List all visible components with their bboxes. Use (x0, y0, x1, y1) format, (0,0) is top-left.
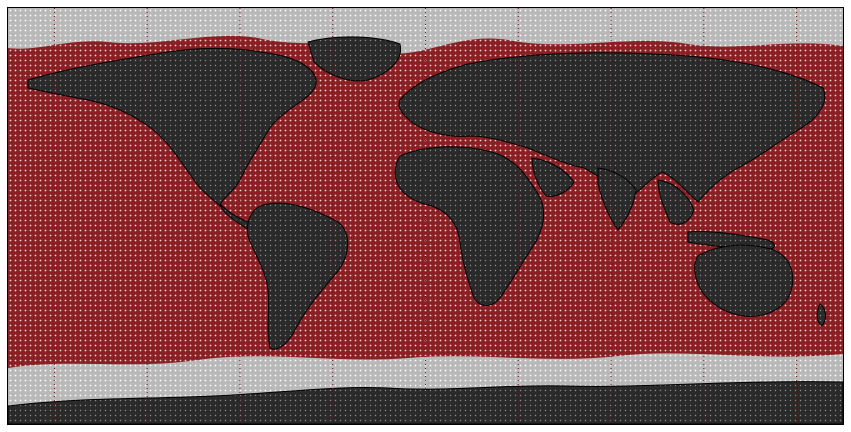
north-america (27, 48, 317, 207)
arctic-ice (8, 8, 843, 54)
india (597, 167, 637, 231)
greenland (307, 36, 402, 82)
meridian-layer (53, 8, 798, 424)
africa (394, 146, 545, 306)
map-svg (8, 8, 843, 424)
world-map (7, 7, 844, 425)
arabia (531, 157, 575, 197)
europe-asia (398, 52, 826, 203)
new-zealand (816, 303, 827, 327)
antarctica (8, 381, 843, 424)
land-layer (8, 36, 843, 424)
southeast-asia (657, 179, 695, 225)
australia (694, 244, 794, 317)
south-america (247, 202, 349, 350)
